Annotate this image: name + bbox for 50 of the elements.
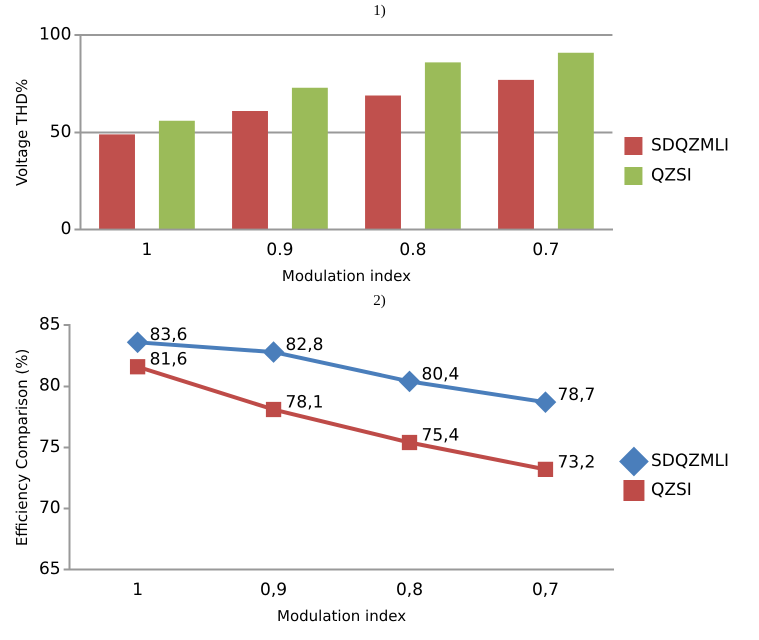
bar [158,120,195,229]
bar [232,111,268,229]
y-tick-label: 50 [50,122,72,142]
x-tick-label: 1 [132,580,144,600]
x-tick-label: 1 [142,240,152,260]
data-label: 82,8 [286,335,324,356]
legend-label: QZSI [650,165,692,186]
chart-title: 2) [372,292,387,311]
y-tick-label: 80 [38,376,61,396]
chart-title: 1) [372,2,387,21]
data-label: 75,4 [422,425,460,446]
point [266,402,282,418]
x-tick-label: 0.9 [266,240,294,260]
y-axis-title: Efficiency Comparison (%) [12,348,31,546]
bar [424,62,461,229]
legend-label: SDQZMLI [650,450,729,471]
bar [498,80,534,229]
point [128,332,148,352]
data-label: 78,1 [286,392,324,412]
data-label: 73,2 [557,452,596,472]
x-tick-label: 0,8 [396,580,424,600]
point [538,462,554,478]
x-tick-label: 0,7 [532,580,559,600]
point [400,371,420,392]
data-label: 78,7 [557,385,596,406]
data-label: 83,6 [150,325,188,346]
y-tick-label: 75 [38,436,61,457]
y-tick-label: 0 [60,219,72,240]
legend-label: QZSI [650,480,692,500]
y-tick-label: 85 [38,314,61,335]
x-axis-title: Modulation index [282,266,412,285]
y-tick-label: 100 [38,24,72,45]
data-label: 80,4 [422,364,460,384]
legend-label: SDQZMLI [650,135,729,156]
y-tick-label: 65 [38,559,61,580]
point [130,359,146,374]
x-tick-label: 0.8 [399,240,426,260]
bar [558,52,594,229]
y-axis-title: Voltage THD% [12,78,31,186]
bar [365,95,401,229]
bar [99,134,135,229]
x-tick-label: 0.7 [532,240,560,260]
data-label: 81,6 [150,350,188,370]
point [402,434,418,450]
point [264,342,284,362]
y-tick-label: 70 [38,498,61,518]
bar [292,88,328,229]
x-tick-label: 0,9 [260,580,288,600]
point [535,392,556,412]
x-axis-title: Modulation index [277,606,406,625]
